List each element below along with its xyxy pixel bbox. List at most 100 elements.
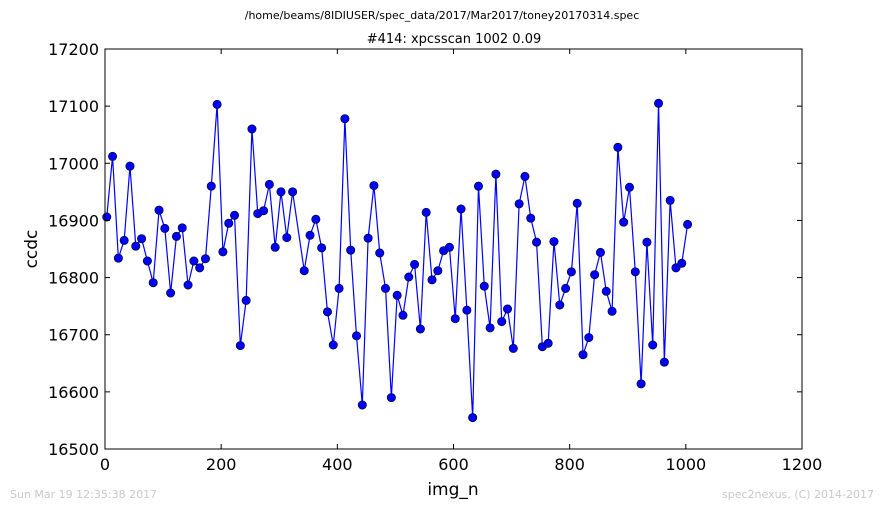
plot-area bbox=[102, 98, 693, 423]
data-point bbox=[601, 286, 611, 296]
data-point bbox=[357, 400, 367, 410]
data-point bbox=[154, 205, 164, 215]
data-point bbox=[270, 242, 280, 252]
data-point bbox=[340, 114, 350, 124]
data-point bbox=[613, 142, 623, 152]
y-tick-label: 17100 bbox=[48, 97, 99, 116]
data-point bbox=[462, 305, 472, 315]
y-tick-label: 17200 bbox=[48, 40, 99, 59]
x-axis-label: img_n bbox=[427, 480, 478, 500]
data-point bbox=[630, 267, 640, 277]
data-point bbox=[148, 278, 158, 288]
data-point bbox=[311, 214, 321, 224]
data-point bbox=[433, 266, 443, 276]
data-point bbox=[189, 256, 199, 266]
data-point bbox=[584, 333, 594, 343]
x-tick-label: 600 bbox=[438, 455, 469, 474]
data-point bbox=[224, 218, 234, 228]
x-tick-label: 400 bbox=[322, 455, 353, 474]
data-point bbox=[624, 182, 634, 192]
data-point bbox=[131, 241, 141, 251]
y-tick-label: 16800 bbox=[48, 269, 99, 288]
data-point bbox=[514, 199, 524, 209]
data-point bbox=[642, 237, 652, 247]
data-point bbox=[264, 179, 274, 189]
data-point bbox=[119, 235, 129, 245]
data-point bbox=[218, 247, 228, 257]
data-point bbox=[549, 237, 559, 247]
data-point bbox=[125, 161, 135, 171]
data-point bbox=[206, 181, 216, 191]
data-point bbox=[473, 181, 483, 191]
data-point bbox=[659, 357, 669, 367]
data-point bbox=[137, 234, 147, 244]
data-point bbox=[247, 124, 257, 134]
data-point bbox=[305, 230, 315, 240]
data-point bbox=[485, 323, 495, 333]
data-point bbox=[456, 204, 466, 214]
data-point bbox=[491, 169, 501, 179]
data-point bbox=[334, 283, 344, 293]
data-point bbox=[590, 270, 600, 280]
data-point bbox=[108, 151, 118, 161]
data-point bbox=[363, 233, 373, 243]
x-tick-label: 0 bbox=[100, 455, 110, 474]
data-point bbox=[241, 295, 251, 305]
data-point bbox=[526, 213, 536, 223]
data-point bbox=[503, 304, 513, 314]
x-tick-label: 800 bbox=[554, 455, 585, 474]
data-point bbox=[648, 340, 658, 350]
data-point bbox=[619, 217, 629, 227]
data-point bbox=[479, 281, 489, 291]
data-point bbox=[381, 283, 391, 293]
data-point bbox=[351, 331, 361, 341]
y-tick-label: 16500 bbox=[48, 440, 99, 459]
data-point bbox=[113, 253, 123, 263]
data-point bbox=[421, 207, 431, 217]
data-point bbox=[259, 206, 269, 216]
x-tick-label: 1200 bbox=[782, 455, 823, 474]
data-point bbox=[142, 256, 152, 266]
data-point bbox=[636, 379, 646, 389]
data-point bbox=[566, 267, 576, 277]
data-point bbox=[444, 242, 454, 252]
footer-timestamp: Sun Mar 19 12:35:38 2017 bbox=[10, 488, 157, 501]
data-point bbox=[578, 350, 588, 360]
data-point bbox=[195, 263, 205, 273]
data-point bbox=[288, 187, 298, 197]
series-line bbox=[106, 103, 689, 418]
data-point bbox=[410, 259, 420, 269]
y-tick-label: 16600 bbox=[48, 383, 99, 402]
data-point bbox=[561, 283, 571, 293]
data-point bbox=[595, 247, 605, 257]
data-point bbox=[299, 266, 309, 276]
data-point bbox=[369, 181, 379, 191]
data-point bbox=[230, 210, 240, 220]
data-point bbox=[177, 223, 187, 233]
data-point bbox=[508, 343, 518, 353]
data-point bbox=[543, 338, 553, 348]
data-point bbox=[171, 231, 181, 241]
data-point bbox=[404, 272, 414, 282]
data-point bbox=[346, 245, 356, 255]
data-point bbox=[276, 187, 286, 197]
data-point bbox=[497, 317, 507, 327]
y-tick-label: 16900 bbox=[48, 211, 99, 230]
data-point bbox=[398, 310, 408, 320]
chart-title: #414: xpcsscan 1002 0.09 bbox=[367, 32, 542, 47]
data-point bbox=[450, 314, 460, 324]
data-point bbox=[427, 275, 437, 285]
data-point bbox=[375, 248, 385, 258]
data-point bbox=[200, 254, 210, 264]
data-point bbox=[322, 307, 332, 317]
data-point bbox=[520, 171, 530, 181]
y-tick-label: 17000 bbox=[48, 154, 99, 173]
data-point bbox=[607, 306, 617, 316]
data-point bbox=[468, 413, 478, 423]
data-point bbox=[386, 393, 396, 403]
data-point bbox=[212, 99, 222, 109]
data-point bbox=[677, 258, 687, 268]
x-tick-label: 200 bbox=[206, 455, 237, 474]
data-point bbox=[235, 341, 245, 351]
